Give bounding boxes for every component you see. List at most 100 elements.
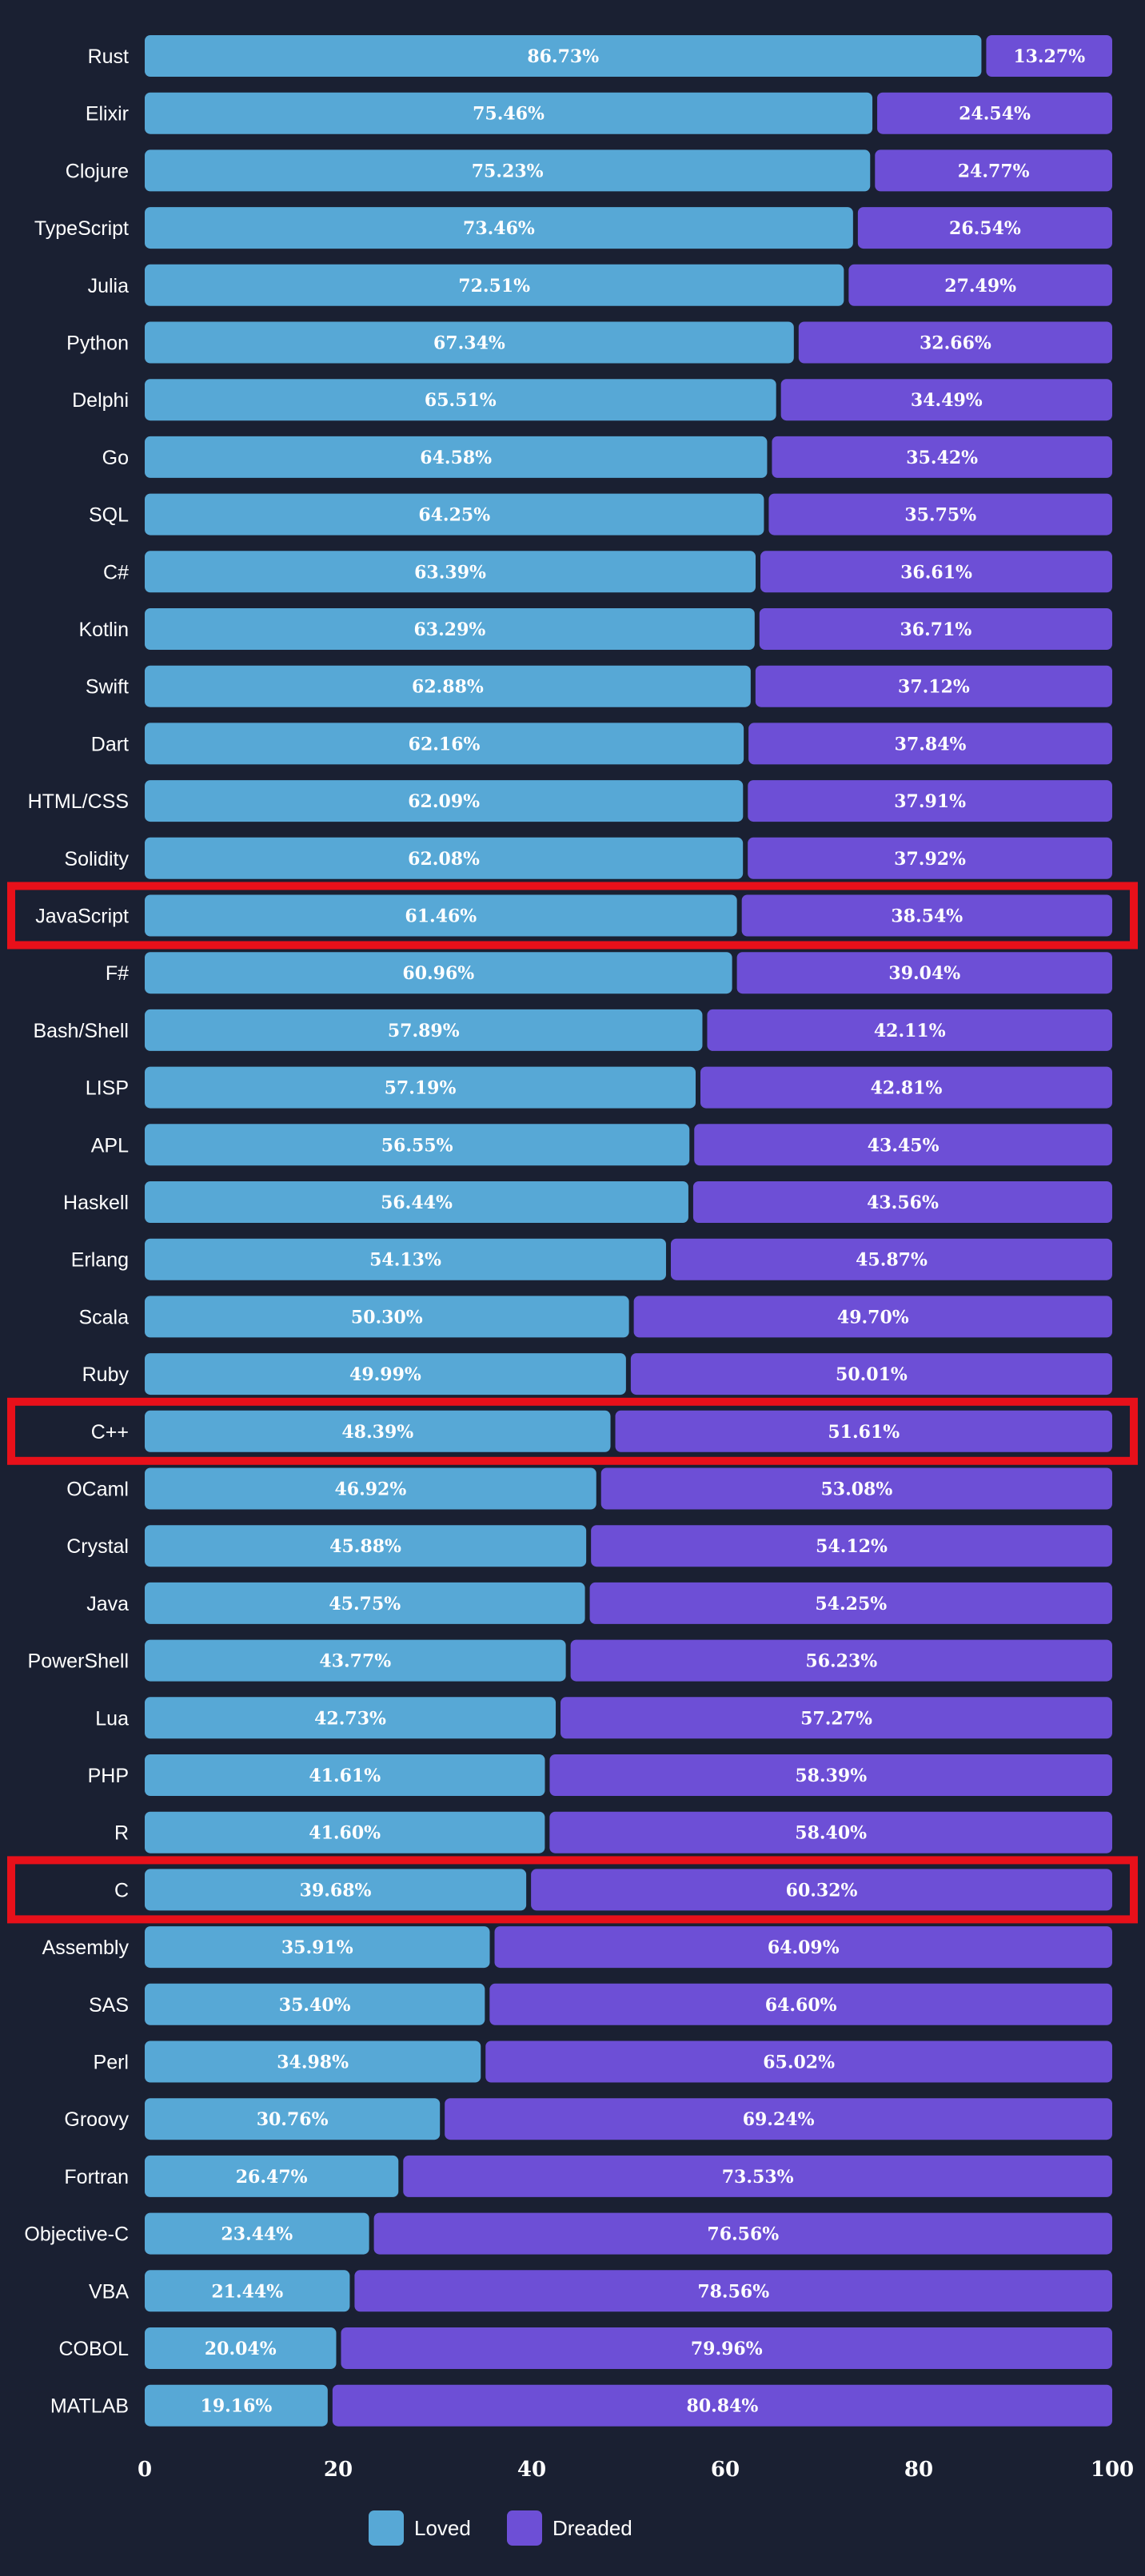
value-label-dreaded-sql: 35.75% [904,505,976,526]
bar-dreaded-powershell [570,1639,1112,1682]
category-label-ruby: Ruby [82,1364,130,1386]
bar-loved-lisp [145,1066,696,1109]
bar-loved-cobol [145,2327,337,2369]
bar-loved-perl [145,2040,481,2083]
bar-dreaded-scala [633,1296,1112,1338]
value-label-dreaded-clojure: 24.77% [958,161,1030,181]
value-label-dreaded-cplusplus: 51.61% [828,1422,900,1443]
bar-loved-lua [145,1697,557,1739]
bar-loved-bash-shell [145,1009,703,1051]
value-label-dreaded-dart: 37.84% [895,734,967,754]
category-label-elixir: Elixir [86,103,129,125]
value-label-dreaded-cobol: 79.96% [691,2339,763,2359]
value-label-dreaded-assembly: 64.09% [768,1937,840,1958]
bar-dreaded-c [531,1869,1112,1911]
value-label-dreaded-scala: 49.70% [837,1307,909,1328]
bar-dreaded-typescript [857,207,1112,249]
bar-dreaded-groovy [445,2098,1112,2140]
value-label-loved-objective-c: 23.44% [221,2224,293,2245]
value-label-loved-matlab: 19.16% [201,2396,273,2417]
category-label-csharp: C# [103,561,129,583]
value-label-dreaded-matlab: 80.84% [687,2396,759,2417]
value-label-loved-go: 64.58% [420,448,492,468]
bar-loved-rust [145,35,982,77]
value-label-loved-julia: 72.51% [458,276,530,297]
category-label-assembly: Assembly [42,1937,130,1959]
bar-loved-r [145,1811,545,1853]
category-label-delphi: Delphi [72,389,129,412]
value-label-loved-sas: 35.40% [279,1995,351,2016]
value-label-dreaded-java: 54.25% [815,1594,887,1614]
bar-loved-swift [145,665,751,707]
category-label-groovy: Groovy [64,2108,129,2131]
value-label-dreaded-ruby: 50.01% [836,1364,908,1385]
bar-loved-haskell [145,1181,688,1223]
x-axis: 0 20 40 60 80 100 [138,2458,1134,2482]
bar-dreaded-elixir [877,92,1112,134]
value-label-loved-perl: 34.98% [277,2052,349,2073]
value-label-dreaded-objective-c: 76.56% [707,2224,779,2245]
value-label-dreaded-fsharp: 39.04% [888,963,960,984]
value-label-loved-python: 67.34% [433,333,505,354]
category-label-dart: Dart [91,733,129,755]
value-label-loved-ocaml: 46.92% [334,1479,406,1500]
value-label-dreaded-sas: 64.60% [765,1995,837,2016]
bar-loved-objective-c [145,2212,369,2255]
bar-loved-elixir [145,92,873,134]
value-label-loved-lua: 42.73% [314,1708,386,1729]
category-label-sql: SQL [89,504,129,527]
bar-loved-crystal [145,1525,587,1567]
value-label-dreaded-c: 60.32% [786,1880,858,1901]
category-label-java: Java [86,1593,129,1615]
category-label-ocaml: OCaml [66,1479,129,1501]
bar-dreaded-sql [768,493,1112,536]
value-label-loved-typescript: 73.46% [463,218,535,239]
bars: 86.73% 13.27% 75.46% 24.54% 75.23% 24.77% 73.4… [145,35,1112,2427]
value-label-loved-php: 41.61% [309,1766,381,1786]
value-label-loved-scala: 50.30% [351,1307,423,1328]
legend-label-dreaded: Dreaded [553,2516,632,2540]
bar-loved-php [145,1754,545,1796]
x-tick-label-60: 60 [711,2458,740,2482]
value-label-loved-haskell: 56.44% [381,1192,453,1213]
value-label-dreaded-typescript: 26.54% [949,218,1021,239]
highlight-box-c [7,1856,1138,1924]
x-tick-label-100: 100 [1091,2458,1134,2482]
category-label-vba: VBA [89,2280,129,2303]
bar-loved-ruby [145,1353,626,1395]
category-label-c: C [114,1879,129,1901]
value-label-loved-dart: 62.16% [409,734,481,754]
category-label-solidity: Solidity [64,848,129,870]
category-label-cobol: COBOL [58,2338,129,2360]
category-label-swift: Swift [86,676,129,699]
category-label-haskell: Haskell [63,1192,129,1214]
category-label-python: Python [66,332,129,355]
value-label-dreaded-perl: 65.02% [763,2052,835,2073]
category-label-clojure: Clojure [66,160,129,182]
bar-loved-ocaml [145,1467,596,1510]
bar-loved-go [145,436,768,478]
highlight-boxes [7,882,1138,1924]
bar-loved-typescript [145,207,853,249]
category-label-javascript: JavaScript [35,906,129,928]
value-label-loved-vba: 21.44% [211,2281,283,2302]
value-label-loved-c: 39.68% [300,1880,372,1901]
category-label-php: PHP [88,1765,129,1787]
value-label-loved-sql: 64.25% [418,505,490,526]
value-label-loved-clojure: 75.23% [472,161,544,181]
value-label-loved-javascript: 61.46% [405,906,477,927]
value-label-dreaded-solidity: 37.92% [894,849,966,870]
bar-loved-sas [145,1983,485,2025]
bar-dreaded-objective-c [373,2212,1112,2255]
bar-loved-julia [145,264,844,306]
legend-label-loved: Loved [414,2516,471,2540]
bar-dreaded-fortran [403,2155,1112,2197]
bar-dreaded-crystal [591,1525,1112,1567]
value-label-loved-swift: 62.88% [412,677,484,698]
bar-loved-groovy [145,2098,441,2140]
bar-dreaded-javascript [741,894,1112,937]
bar-loved-cplusplus [145,1410,611,1452]
bar-loved-assembly [145,1926,490,1969]
x-tick-label-80: 80 [904,2458,933,2482]
value-label-dreaded-crystal: 54.12% [816,1536,888,1557]
